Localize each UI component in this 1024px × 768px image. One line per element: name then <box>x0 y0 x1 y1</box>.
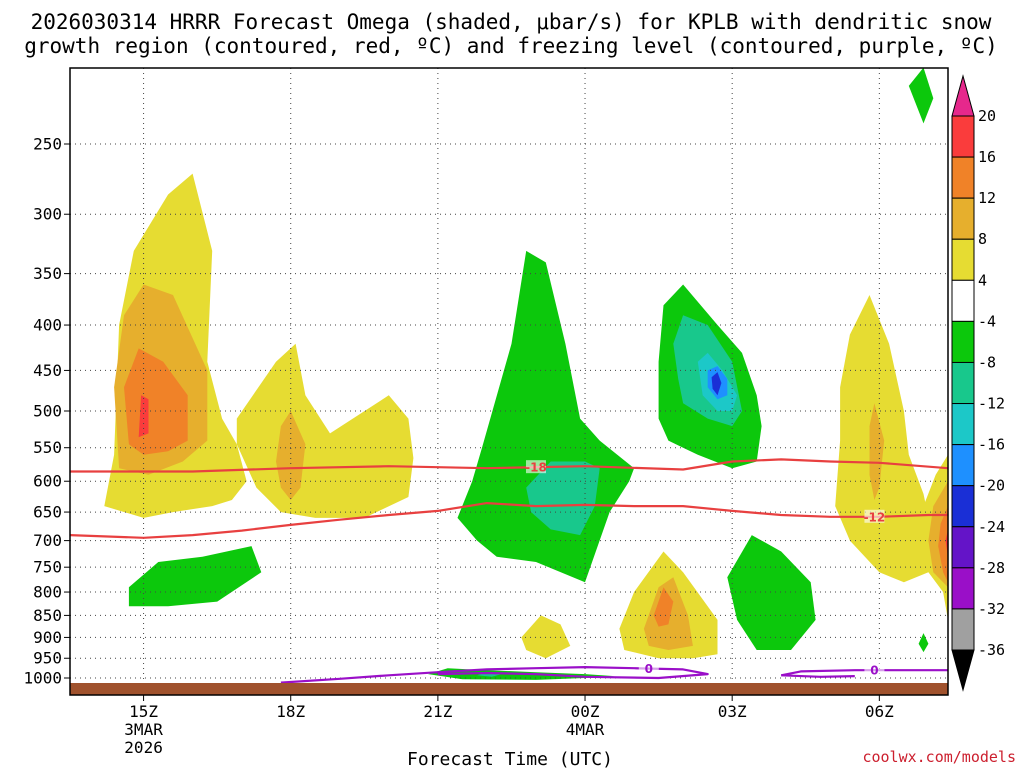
y-tick-label-450: 450 <box>33 361 62 380</box>
isotherm-label-bg-0 <box>525 460 546 474</box>
isotherm-label-3: 0 <box>870 664 878 678</box>
x-tick-sublabel2-15Z: 2026 <box>124 738 163 757</box>
colorbar-box-20 <box>951 115 975 158</box>
y-tick-label-550: 550 <box>33 438 62 457</box>
omega-region-ascent-18z-8 <box>276 411 306 500</box>
omega-region-ascent-06z-8 <box>869 403 885 500</box>
colorbar-label-4: 4 <box>978 271 987 289</box>
isotherm-line-1 <box>70 502 948 539</box>
colorbar-box-8 <box>951 238 975 281</box>
y-axis: 250 300 350 400 450 500 550 600 650 700 750 800 850 9… <box>23 135 70 688</box>
colorbar-label--12: -12 <box>978 395 1005 413</box>
y-tick-label-700: 700 <box>33 531 62 550</box>
colorbar-box-16 <box>951 156 975 199</box>
y-tick-label-750: 750 <box>33 558 62 577</box>
chart-title-line-2: growth region (contoured, red, ºC) and f… <box>24 34 998 58</box>
isotherm-label-bg-1 <box>864 509 885 523</box>
x-tick-sublabel-15Z: 3MAR <box>124 720 163 739</box>
omega-region-descent-top-right <box>908 68 934 124</box>
isotherm-line-0 <box>70 458 948 473</box>
y-tick-label-400: 400 <box>33 316 62 335</box>
colorbar-label--4: -4 <box>978 312 996 330</box>
colorbar-box--20 <box>951 485 975 528</box>
y-tick-label-600: 600 <box>33 472 62 491</box>
colorbar-label--32: -32 <box>978 600 1005 618</box>
colorbar-label--8: -8 <box>978 353 996 371</box>
omega-shading <box>104 68 948 680</box>
isotherm-label-1: -12 <box>864 510 886 524</box>
isotherm-contours: -18 -12 0 0 <box>70 458 948 684</box>
x-tick-label-21Z: 21Z <box>423 702 452 721</box>
isotherm-label-bg-3 <box>864 663 885 677</box>
isotherm-label-0: -18 <box>525 461 547 475</box>
isotherm-line-2 <box>280 666 709 684</box>
omega-region-descent-low-left <box>128 546 262 607</box>
colorbar-label-12: 12 <box>978 189 996 207</box>
isotherm-line-4 <box>781 674 855 678</box>
colorbar-label--28: -28 <box>978 559 1005 577</box>
y-tick-label-1000: 1000 <box>23 669 62 688</box>
colorbar-box--16 <box>951 444 975 487</box>
colorbar-box--4 <box>951 320 975 363</box>
colorbar-box--24 <box>951 526 975 569</box>
y-tick-label-950: 950 <box>33 649 62 668</box>
credit-text: coolwx.com/models <box>862 748 1016 766</box>
plot-frame <box>69 67 949 696</box>
isotherm-label-bg-2 <box>638 661 659 675</box>
y-tick-label-850: 850 <box>33 606 62 625</box>
colorbar-label-20: 20 <box>978 107 996 125</box>
isotherm-label-2: 0 <box>645 662 653 676</box>
x-tick-label-00Z: 00Z <box>571 702 600 721</box>
omega-region-ascent-06z-column <box>835 295 934 583</box>
x-tick-label-15Z: 15Z <box>129 702 158 721</box>
omega-region-ascent-right-edge-12 <box>938 506 948 583</box>
colorbar-label-8: 8 <box>978 230 987 248</box>
omega-region-descent-upper-20 <box>711 372 722 396</box>
x-tick-sublabel-00Z: 4MAR <box>566 720 605 739</box>
colorbar-box-12 <box>951 197 975 240</box>
colorbar-label--24: -24 <box>978 518 1005 536</box>
omega-region-descent-low-03z <box>727 535 816 650</box>
y-tick-label-250: 250 <box>33 135 62 154</box>
y-tick-label-650: 650 <box>33 503 62 522</box>
y-tick-label-800: 800 <box>33 583 62 602</box>
colorbar-box--12 <box>951 403 975 446</box>
y-tick-label-350: 350 <box>33 264 62 283</box>
colorbar-box--28 <box>951 567 975 610</box>
colorbar: 20 16 12 8 4 -4 -8 -12 -16 -20 -24 -28 -32 -36 <box>951 74 1005 692</box>
x-tick-label-18Z: 18Z <box>276 702 305 721</box>
omega-region-descent-small-right <box>918 633 929 653</box>
y-tick-label-300: 300 <box>33 205 62 224</box>
omega-region-descent-center-8 <box>526 461 600 536</box>
x-tick-label-06Z: 06Z <box>865 702 894 721</box>
colorbar-box--8 <box>951 361 975 405</box>
colorbar-label--36: -36 <box>978 641 1005 659</box>
colorbar-label-16: 16 <box>978 148 996 166</box>
colorbar-label--16: -16 <box>978 436 1005 454</box>
colorbar-bottom-triangle <box>951 649 975 692</box>
isotherm-line-3 <box>780 669 948 677</box>
omega-region-ascent-15z-16 <box>138 395 149 438</box>
colorbar-box--32 <box>951 608 975 651</box>
omega-region-ascent-low-small <box>521 615 571 659</box>
y-tick-label-900: 900 <box>33 628 62 647</box>
omega-region-ascent-low-01z-12 <box>653 587 674 627</box>
colorbar-box-4 <box>951 279 975 322</box>
colorbar-label--20: -20 <box>978 477 1005 495</box>
x-tick-label-03Z: 03Z <box>718 702 747 721</box>
surface-ground <box>70 683 948 695</box>
y-tick-label-500: 500 <box>33 402 62 421</box>
chart-title-line-1: 2026030314 HRRR Forecast Omega (shaded, … <box>31 10 992 34</box>
x-axis-title: Forecast Time (UTC) <box>407 749 613 768</box>
plot-area: -18 -12 0 0 <box>70 68 948 695</box>
